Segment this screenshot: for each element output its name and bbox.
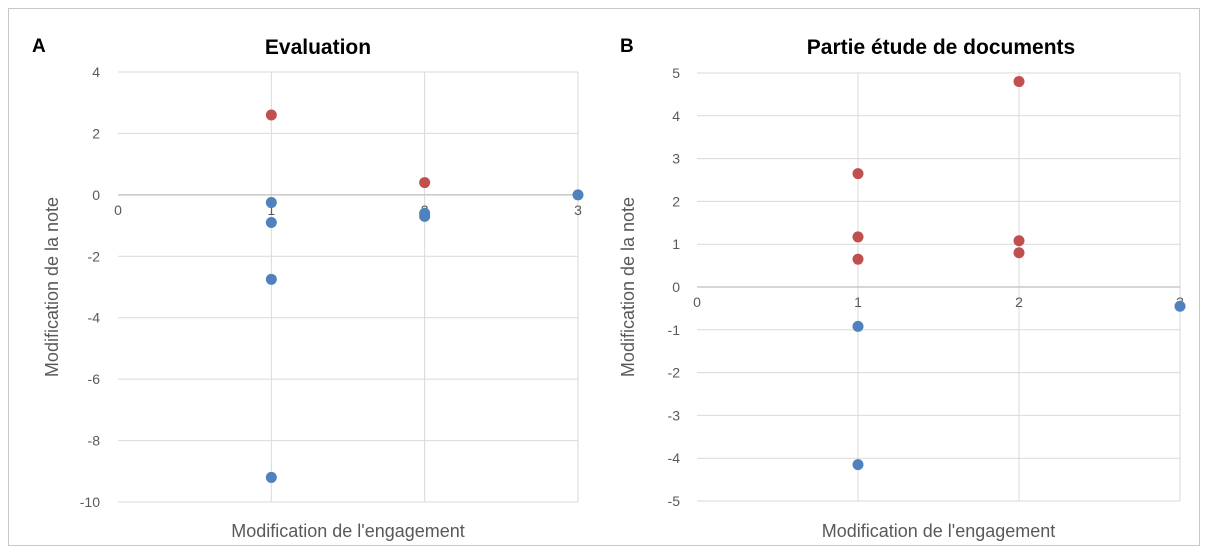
y-tick-label: 0: [92, 187, 100, 203]
chart-title: Partie étude de documents: [807, 36, 1075, 59]
figure-frame: [8, 8, 1200, 546]
data-point: [419, 210, 431, 222]
x-tick-label: 1: [267, 202, 275, 218]
x-tick-label: 2: [1015, 294, 1023, 310]
data-point: [1013, 247, 1025, 259]
y-tick-label: -8: [88, 433, 101, 449]
y-tick-label: 0: [672, 279, 680, 295]
y-tick-label: -3: [668, 407, 681, 423]
y-tick-label: -5: [668, 493, 681, 509]
data-point: [265, 471, 277, 483]
x-axis-label: Modification de l'engagement: [822, 521, 1056, 541]
y-tick-label: 5: [672, 65, 680, 81]
data-point: [265, 109, 277, 121]
chart-title: Evaluation: [265, 36, 371, 59]
y-tick-label: 2: [672, 193, 680, 209]
data-point: [1013, 76, 1025, 88]
y-tick-label: -2: [668, 365, 681, 381]
x-tick-label: 1: [854, 294, 862, 310]
data-point: [852, 320, 864, 332]
y-tick-label: 1: [672, 236, 680, 252]
y-tick-label: -2: [88, 248, 101, 264]
y-tick-label: -4: [88, 310, 101, 326]
y-tick-label: -1: [668, 322, 681, 338]
y-tick-label: -6: [88, 371, 101, 387]
data-point: [1174, 300, 1186, 312]
y-tick-label: 3: [672, 151, 680, 167]
panel-letter-b: B: [620, 36, 634, 57]
y-tick-label: 4: [92, 64, 100, 80]
data-point: [852, 231, 864, 243]
y-tick-label: 2: [92, 125, 100, 141]
data-point: [265, 197, 277, 209]
y-tick-label: -10: [80, 494, 100, 510]
data-point: [1013, 235, 1025, 247]
y-axis-label: Modification de la note: [618, 197, 638, 377]
data-point: [419, 177, 431, 189]
data-point: [852, 253, 864, 265]
data-point: [572, 189, 584, 201]
x-tick-label: 0: [114, 202, 122, 218]
data-point: [265, 273, 277, 285]
y-axis-label: Modification de la note: [42, 197, 62, 377]
x-tick-label: 0: [693, 294, 701, 310]
data-point: [852, 168, 864, 180]
y-tick-label: 4: [672, 108, 680, 124]
x-axis-label: Modification de l'engagement: [231, 521, 465, 541]
chart-a: 420-2-4-6-8-100123EvaluationModification…: [42, 36, 584, 541]
data-point: [265, 217, 277, 228]
x-tick-label: 3: [574, 202, 582, 218]
data-point: [852, 459, 864, 471]
panel-letter-a: A: [32, 36, 46, 57]
y-tick-label: -4: [668, 450, 681, 466]
